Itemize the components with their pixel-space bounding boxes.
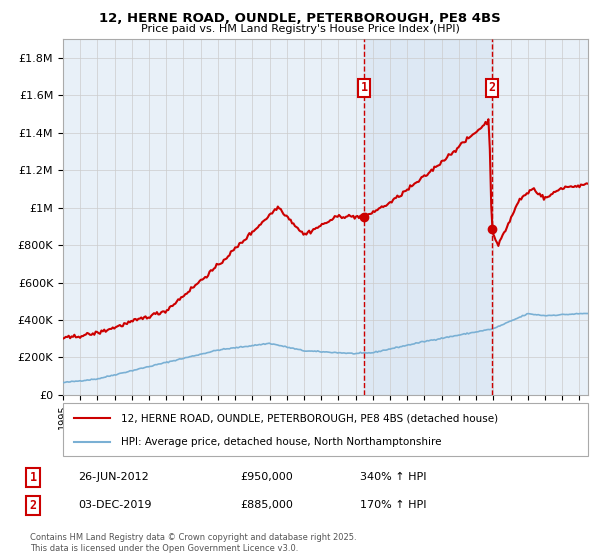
- Text: £885,000: £885,000: [240, 500, 293, 510]
- Text: 12, HERNE ROAD, OUNDLE, PETERBOROUGH, PE8 4BS: 12, HERNE ROAD, OUNDLE, PETERBOROUGH, PE…: [99, 12, 501, 25]
- Text: 340% ↑ HPI: 340% ↑ HPI: [360, 472, 427, 482]
- FancyBboxPatch shape: [63, 403, 588, 456]
- Text: 26-JUN-2012: 26-JUN-2012: [78, 472, 149, 482]
- Text: £950,000: £950,000: [240, 472, 293, 482]
- Text: HPI: Average price, detached house, North Northamptonshire: HPI: Average price, detached house, Nort…: [121, 436, 441, 446]
- Bar: [364, 39, 492, 395]
- Text: Contains HM Land Registry data © Crown copyright and database right 2025.
This d: Contains HM Land Registry data © Crown c…: [30, 533, 356, 553]
- Text: 1: 1: [361, 81, 368, 95]
- Text: 2: 2: [29, 498, 37, 512]
- Text: Price paid vs. HM Land Registry's House Price Index (HPI): Price paid vs. HM Land Registry's House …: [140, 24, 460, 34]
- Text: 12, HERNE ROAD, OUNDLE, PETERBOROUGH, PE8 4BS (detached house): 12, HERNE ROAD, OUNDLE, PETERBOROUGH, PE…: [121, 413, 498, 423]
- Text: 03-DEC-2019: 03-DEC-2019: [78, 500, 151, 510]
- Text: 2: 2: [488, 81, 496, 95]
- Text: 1: 1: [29, 470, 37, 484]
- Text: 170% ↑ HPI: 170% ↑ HPI: [360, 500, 427, 510]
